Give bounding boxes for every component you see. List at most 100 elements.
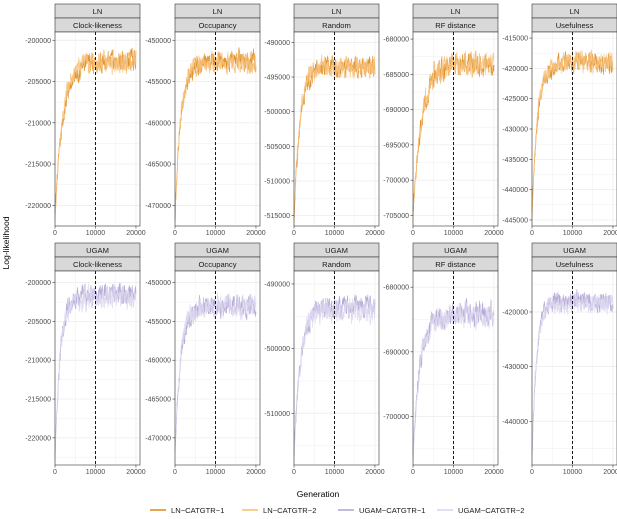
strip-metric-label: RF distance	[435, 21, 476, 30]
panel-ln-occupancy: LN Occupancy -450000 -455000 -460000 -465000 -…	[145, 3, 266, 237]
legend-label-ugam-catgtr-2: UGAM−CATGTR−2	[458, 506, 525, 515]
y-tick-label: -505000	[264, 144, 290, 151]
x-tick-label: 10000	[563, 230, 583, 237]
x-tick-label: 10000	[206, 230, 226, 237]
strip-model-label: UGAM	[563, 246, 586, 255]
y-tick-label: -215000	[25, 162, 51, 169]
strip-metric-label: Clock-likeness	[73, 260, 122, 269]
x-tick-label: 20000	[484, 469, 504, 476]
panel-border	[293, 31, 380, 227]
strip-metric-label: Random	[322, 260, 351, 269]
panel-ugam-clock-likeness: UGAM Clock-likeness -200000 -205000 -210000 -…	[25, 242, 146, 476]
x-tick-label: 0	[53, 230, 57, 237]
series-line-ugam-catgtr-2	[412, 300, 495, 462]
y-tick-label: -215000	[25, 397, 51, 404]
y-tick-label: -430000	[502, 364, 528, 371]
series-line-ln-catgtr-2	[293, 54, 376, 223]
x-tick-label: 0	[173, 230, 177, 237]
x-tick-label: 10000	[325, 469, 345, 476]
legend-label-ugam-catgtr-1: UGAM−CATGTR−1	[359, 506, 426, 515]
x-axis-title: Generation	[297, 489, 340, 499]
y-tick-label: -440000	[502, 187, 528, 194]
y-tick-label: -465000	[145, 397, 171, 404]
panel-ln-clock-likeness: LN Clock-likeness -200000 -205000 -210000 -21…	[25, 3, 146, 237]
y-tick-label: -680000	[383, 37, 409, 44]
x-tick-label: 20000	[126, 230, 146, 237]
panel-ugam-rf-distance: UGAM RF distance -680000 -690000 -700000 0 100…	[383, 242, 504, 476]
strip-model-label: LN	[213, 7, 223, 16]
strip-metric-label: Usefulness	[556, 260, 594, 269]
y-tick-label: -455000	[145, 79, 171, 86]
strip-model-label: LN	[332, 7, 342, 16]
strip-model-label: UGAM	[444, 246, 467, 255]
panel-ugam-usefulness: UGAM Usefulness -420000 -430000 -440000 0 1000…	[502, 242, 617, 476]
x-tick-label: 20000	[246, 469, 266, 476]
x-tick-label: 0	[292, 230, 296, 237]
x-tick-label: 10000	[444, 469, 464, 476]
y-tick-label: -500000	[264, 109, 290, 116]
panel-ugam-random: UGAM Random -490000 -500000 -510000 0 10000 200…	[264, 242, 385, 476]
strip-model-label: UGAM	[86, 246, 109, 255]
legend-label-ln-catgtr-1: LN−CATGTR−1	[171, 506, 224, 515]
legend-label-ln-catgtr-2: LN−CATGTR−2	[263, 506, 316, 515]
x-tick-label: 10000	[325, 230, 345, 237]
series-line-ln-catgtr-2	[174, 50, 257, 222]
y-tick-label: -420000	[502, 309, 528, 316]
strip-model-label: UGAM	[206, 246, 229, 255]
y-tick-label: -210000	[25, 358, 51, 365]
panel-border	[54, 270, 141, 466]
x-tick-label: 20000	[246, 230, 266, 237]
y-tick-label: -495000	[264, 75, 290, 82]
series-line-ugam-catgtr-2	[174, 292, 257, 458]
y-tick-label: -460000	[145, 120, 171, 127]
y-tick-label: -490000	[264, 281, 290, 288]
y-tick-label: -470000	[145, 435, 171, 442]
strip-metric-label: RF distance	[435, 260, 476, 269]
x-tick-label: 20000	[365, 230, 385, 237]
y-tick-label: -440000	[502, 419, 528, 426]
x-tick-label: 0	[411, 230, 415, 237]
y-tick-label: -700000	[383, 414, 409, 421]
x-tick-label: 0	[530, 469, 534, 476]
y-tick-label: -510000	[264, 411, 290, 418]
x-tick-label: 20000	[126, 469, 146, 476]
y-tick-label: -220000	[25, 435, 51, 442]
strip-metric-label: Usefulness	[556, 21, 594, 30]
y-tick-label: -450000	[145, 280, 171, 287]
x-tick-label: 20000	[603, 469, 617, 476]
y-tick-label: -490000	[264, 40, 290, 47]
strip-model-label: UGAM	[325, 246, 348, 255]
x-tick-label: 10000	[86, 230, 106, 237]
y-tick-label: -705000	[383, 213, 409, 220]
legend: LN−CATGTR−1 LN−CATGTR−2 UGAM−CATGTR−1 UGAM−…	[150, 506, 525, 515]
series-line-ugam-catgtr-2	[531, 292, 614, 460]
panel-border	[54, 31, 141, 227]
y-tick-label: -200000	[25, 38, 51, 45]
y-tick-label: -420000	[502, 66, 528, 73]
panels-layer: LN Clock-likeness -200000 -205000 -210000 -21…	[25, 3, 617, 476]
series-line-ln-catgtr-2	[412, 51, 495, 219]
x-tick-label: 20000	[603, 230, 617, 237]
panel-ln-random: LN Random -490000 -495000 -500000 -505000 -510…	[264, 3, 385, 237]
y-axis-title: Log-likelihood	[1, 216, 11, 269]
y-tick-label: -695000	[383, 142, 409, 149]
panel-border	[531, 270, 617, 466]
strip-metric-label: Clock-likeness	[73, 21, 122, 30]
plot-area	[413, 271, 498, 465]
x-tick-label: 0	[530, 230, 534, 237]
y-tick-label: -680000	[383, 285, 409, 292]
x-tick-label: 10000	[444, 230, 464, 237]
panel-border	[174, 270, 261, 466]
y-tick-label: -685000	[383, 72, 409, 79]
y-tick-label: -510000	[264, 178, 290, 185]
y-tick-label: -455000	[145, 319, 171, 326]
y-tick-label: -700000	[383, 178, 409, 185]
y-tick-label: -205000	[25, 319, 51, 326]
panel-border	[412, 31, 499, 227]
x-tick-label: 0	[411, 469, 415, 476]
y-tick-label: -500000	[264, 346, 290, 353]
y-tick-label: -210000	[25, 120, 51, 127]
strip-metric-label: Occupancy	[199, 21, 237, 30]
panel-border	[293, 270, 380, 466]
